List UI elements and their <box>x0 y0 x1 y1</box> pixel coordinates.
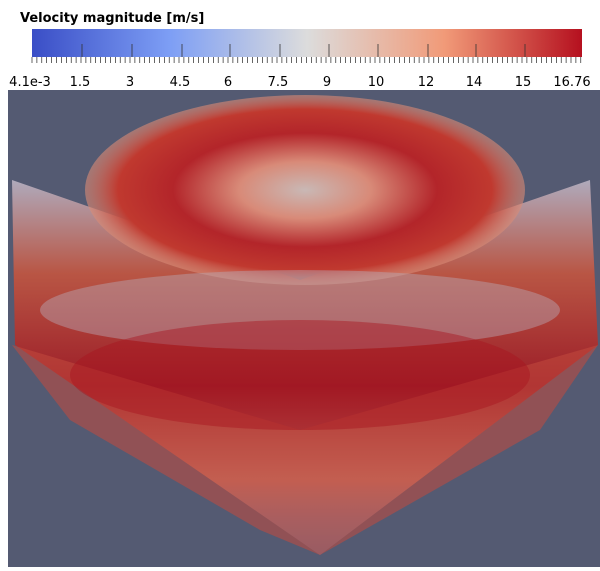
tick-label: 14 <box>466 75 483 90</box>
tick-label: 12 <box>418 75 435 90</box>
tick-label: 15 <box>515 75 532 90</box>
tick-label: 6 <box>224 75 232 90</box>
tick-label: 3 <box>126 75 134 90</box>
page: Velocity magnitude [m/s] 4.1e-3 1.5 3 4.5 6 7… <box>0 0 600 567</box>
tick-label: 4.1e-3 <box>9 75 51 90</box>
tick-label: 1.5 <box>70 75 91 90</box>
tick-label: 9 <box>323 75 331 90</box>
color-bar <box>32 29 582 57</box>
tick-label: 7.5 <box>268 75 289 90</box>
tick-label: 4.5 <box>170 75 191 90</box>
tick-labels: 4.1e-3 1.5 3 4.5 6 7.5 9 10 12 14 15 16.76 <box>9 75 590 90</box>
legend-title: Velocity magnitude [m/s] <box>20 11 204 26</box>
tick-label: 16.76 <box>553 75 590 90</box>
screenshot: Velocity magnitude [m/s] 4.1e-3 1.5 3 4.5 6 7… <box>0 0 600 567</box>
tick-label: 10 <box>368 75 385 90</box>
